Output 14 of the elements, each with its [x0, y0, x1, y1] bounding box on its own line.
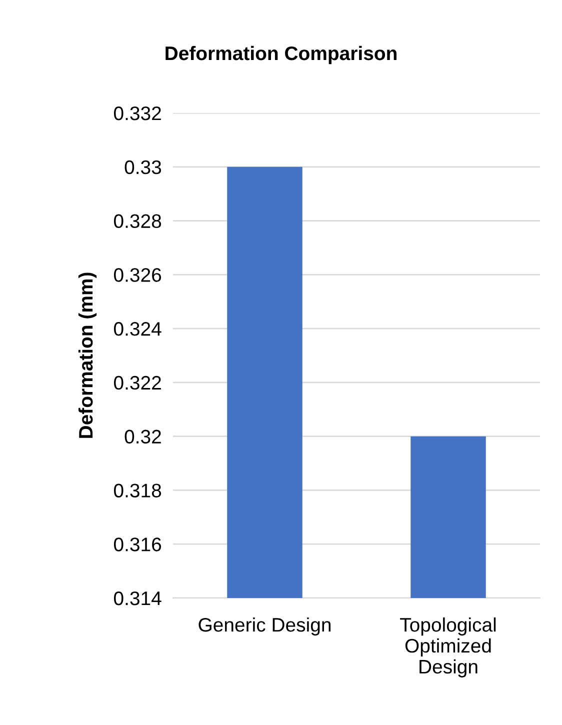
y-tick-label: 0.322 [114, 376, 161, 390]
y-tick-label: 0.332 [114, 106, 161, 120]
y-tick-label: 0.326 [114, 268, 162, 282]
y-tick-label: 0.316 [114, 538, 162, 552]
x-tick-label: Generic Design [198, 617, 330, 636]
chart-title: Deformation Comparison [166, 46, 396, 64]
y-tick-label: 0.328 [114, 214, 162, 228]
y-tick-label: 0.33 [124, 160, 162, 174]
y-tick-label: 0.314 [114, 591, 162, 606]
y-tick-label: 0.324 [114, 322, 162, 336]
y-tick-label: 0.32 [124, 430, 161, 444]
x-tick-label: Topological Optimized Design [400, 617, 496, 678]
y-axis-title: Deformation (mm) [78, 272, 97, 438]
y-tick-label: 0.318 [114, 484, 162, 498]
